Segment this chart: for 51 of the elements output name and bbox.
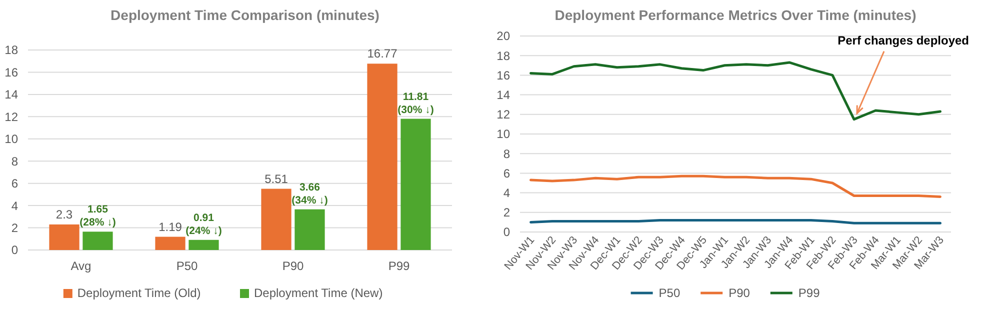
x-tick-label: P90 — [282, 259, 304, 273]
y-tick-label: 8 — [11, 154, 18, 168]
y-tick-label: 12 — [496, 108, 510, 122]
legend-label: P99 — [798, 286, 820, 300]
annotation: Perf changes deployed — [838, 33, 969, 48]
y-tick-label: 16 — [4, 65, 18, 80]
y-tick-label: 14 — [4, 88, 18, 102]
y-tick-label: 4 — [503, 186, 510, 200]
line-series — [530, 61, 942, 121]
data-label: 5.51 — [264, 172, 288, 186]
y-tick-label: 0 — [11, 243, 18, 258]
bar — [294, 209, 325, 250]
y-tick-label: 14 — [496, 88, 510, 102]
data-label: 2.3 — [56, 207, 73, 222]
bar — [188, 240, 219, 250]
y-tick-label: 8 — [503, 146, 510, 161]
y-tick-label: 10 — [496, 127, 510, 142]
bar — [367, 64, 398, 250]
y-tick-label: 2 — [503, 206, 510, 220]
data-label: 0.91 (24% ↓) — [186, 212, 222, 237]
bar — [49, 224, 80, 250]
y-tick-label: 0 — [503, 225, 510, 240]
data-label: 1.65 (28% ↓) — [80, 204, 116, 229]
y-tick-label: 12 — [4, 110, 18, 124]
data-label: 16.77 — [367, 46, 398, 61]
legend-label: Deployment Time (Old) — [77, 286, 201, 300]
y-tick-label: 18 — [496, 48, 510, 63]
x-tick-label: P99 — [388, 259, 410, 273]
data-label: 11.81 (30% ↓) — [398, 90, 434, 116]
legend-label: P90 — [728, 286, 750, 300]
bar — [82, 232, 113, 250]
legend-label: P50 — [658, 286, 680, 300]
line-series — [530, 174, 942, 198]
bar — [261, 188, 292, 250]
data-label: 1.19 — [158, 220, 182, 234]
chart-title: Deployment Time Comparison (minutes) — [110, 7, 380, 23]
y-tick-label: 10 — [4, 132, 18, 146]
chart-title: Deployment Performance Metrics Over Time (minutes) — [554, 7, 916, 23]
bar — [400, 118, 431, 250]
y-tick-label: 18 — [4, 43, 18, 58]
y-tick-label: 6 — [11, 176, 18, 191]
x-tick-label: P50 — [176, 259, 198, 273]
y-tick-label: 20 — [496, 29, 510, 44]
y-tick-label: 4 — [11, 198, 18, 213]
data-label: 3.66 (34% ↓) — [292, 181, 328, 206]
y-tick-label: 6 — [503, 166, 510, 180]
y-tick-label: 2 — [11, 220, 18, 235]
x-tick-label: Avg — [70, 259, 92, 273]
legend-label: Deployment Time (New) — [254, 286, 383, 300]
y-tick-label: 16 — [496, 68, 510, 82]
bar — [155, 236, 186, 250]
